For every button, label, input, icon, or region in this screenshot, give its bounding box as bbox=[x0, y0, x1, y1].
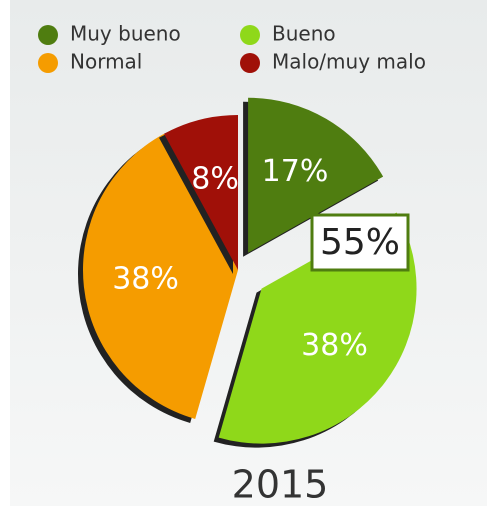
annotation: 55% bbox=[320, 222, 400, 263]
legend-swatch bbox=[240, 53, 260, 73]
legend-label: Malo/muy malo bbox=[272, 50, 426, 74]
slice-label: 8% bbox=[191, 161, 239, 196]
legend-swatch bbox=[240, 25, 260, 45]
chart-title: 2015 bbox=[232, 463, 329, 506]
slice-label: 38% bbox=[112, 262, 179, 297]
slice-label: 38% bbox=[301, 328, 368, 363]
legend-label: Bueno bbox=[272, 22, 336, 46]
slice-label: 17% bbox=[262, 154, 329, 189]
legend-label: Normal bbox=[70, 50, 142, 74]
legend-swatch bbox=[38, 53, 58, 73]
slice bbox=[164, 115, 238, 270]
legend-swatch bbox=[38, 25, 58, 45]
legend-label: Muy bueno bbox=[70, 22, 181, 46]
slice bbox=[248, 97, 384, 253]
annotation-box bbox=[310, 213, 410, 272]
